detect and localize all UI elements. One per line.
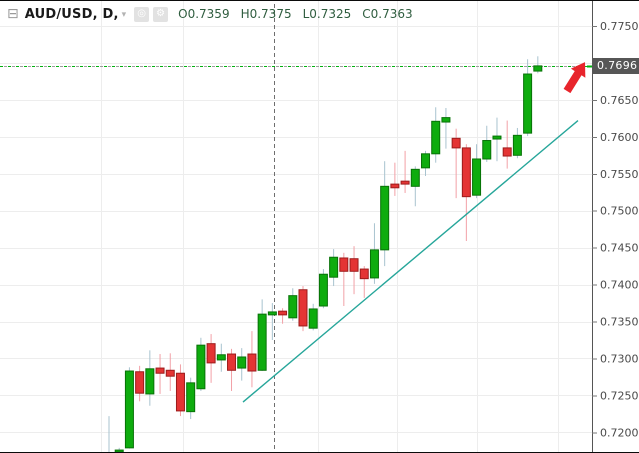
candle-body [410, 168, 420, 187]
candle-body [288, 295, 298, 319]
candle-body [533, 65, 543, 72]
candle-body [267, 311, 277, 316]
gridlines [0, 1, 592, 452]
candle-body [492, 135, 502, 140]
candle-body [482, 140, 492, 160]
collapse-chart-icon[interactable]: ⊟ [7, 6, 19, 22]
current-price-label: 0.7696 [592, 58, 639, 74]
trendline[interactable] [242, 120, 579, 403]
candle-body [165, 369, 175, 377]
candle-body [451, 137, 461, 149]
price-axis-label: 0.7650 [600, 94, 639, 107]
price-axis-label: 0.7600 [600, 131, 639, 144]
price-axis-label: 0.7200 [600, 426, 639, 439]
circle-button[interactable]: ◎ [134, 6, 150, 22]
up-arrow-annotation[interactable] [560, 58, 592, 96]
candle-body [318, 273, 328, 307]
open-value: O0.7359 [178, 7, 230, 21]
chart-header: ⊟ AUD/USD, D, ▾ ◎ ⚙ O0.7359 H0.7375 L0.7… [7, 5, 413, 23]
low-value: L0.7325 [302, 7, 352, 21]
candle-body [298, 289, 308, 327]
candle-body [257, 313, 267, 371]
price-axis-label: 0.7450 [600, 242, 639, 255]
symbol-title[interactable]: AUD/USD, D, [24, 6, 119, 22]
chevron-down-icon[interactable]: ▾ [121, 10, 127, 20]
candle-body [308, 308, 318, 329]
candle-body [349, 258, 359, 272]
price-axis-label: 0.7750 [600, 20, 639, 33]
price-axis-label: 0.7500 [600, 205, 639, 218]
price-axis-label: 0.7300 [600, 352, 639, 365]
candle-body [155, 367, 165, 374]
price-axis-label: 0.7350 [600, 316, 639, 329]
circle-icon: ◎ [137, 8, 146, 19]
candle-body [431, 120, 441, 155]
candle-body [359, 268, 369, 280]
candle-body [196, 344, 206, 390]
price-axis-label: 0.7400 [600, 279, 639, 292]
candle-body [216, 354, 226, 361]
candle-body [472, 158, 482, 196]
candle-body [421, 153, 431, 169]
candle-body [502, 147, 512, 157]
candle-body [278, 310, 288, 316]
candle-series [108, 56, 543, 452]
candle-body [523, 73, 533, 134]
candle-body [461, 147, 471, 198]
close-value: C0.7363 [362, 7, 413, 21]
candle-body [175, 372, 185, 412]
candle-body [329, 256, 339, 278]
price-axis-label: 0.7550 [600, 168, 639, 181]
gear-icon: ⚙ [156, 8, 166, 19]
candle-body [124, 370, 134, 449]
high-value: H0.7375 [240, 7, 292, 21]
candle-body [247, 353, 257, 372]
candle-body [369, 249, 379, 279]
candle-body [145, 368, 155, 395]
candle-body [206, 343, 216, 364]
candle-body [400, 180, 410, 185]
candle-body [114, 449, 124, 452]
price-axis-label: 0.7250 [600, 389, 639, 402]
candle-body [237, 356, 247, 369]
candle-body [390, 183, 400, 189]
candle-body [441, 117, 451, 123]
candle-body [380, 185, 390, 251]
up-arrow-icon [563, 62, 586, 94]
candle-body [186, 382, 196, 413]
ohlc-readout: O0.7359 H0.7375 L0.7325 C0.7363 [178, 7, 413, 21]
candle-body [512, 134, 522, 156]
candle-body [227, 353, 237, 371]
candle-body [135, 371, 145, 394]
candle-body [339, 257, 349, 272]
gear-button[interactable]: ⚙ [153, 6, 169, 22]
